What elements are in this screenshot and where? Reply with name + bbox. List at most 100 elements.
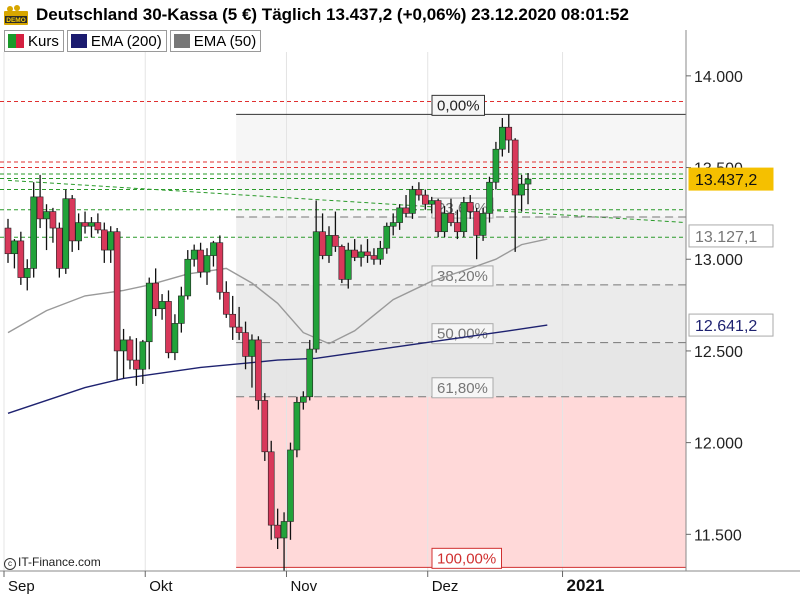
svg-text:DEMO: DEMO bbox=[6, 17, 26, 24]
y-tick-label-2: 12.500 bbox=[694, 344, 743, 361]
candle-body-71 bbox=[460, 202, 468, 233]
candle-body-53 bbox=[344, 249, 352, 280]
candle-body-37 bbox=[242, 332, 249, 357]
price-label-0: 13.437,2 bbox=[695, 172, 757, 189]
candle-body-78 bbox=[505, 126, 513, 141]
candle-body-16 bbox=[107, 231, 115, 251]
candle-body-14 bbox=[94, 222, 102, 231]
legend-label-kurs: Kurs bbox=[28, 32, 59, 50]
candle-body-81 bbox=[524, 178, 532, 185]
x-tick-label-4: 2021 bbox=[567, 576, 605, 595]
candle-body-20 bbox=[133, 359, 140, 370]
candle-body-42 bbox=[274, 524, 281, 539]
candle-body-22 bbox=[145, 282, 153, 343]
candle-body-76 bbox=[492, 148, 500, 183]
legend-label-ema200: EMA (200) bbox=[90, 32, 162, 50]
candle-body-73 bbox=[473, 211, 480, 236]
candle-body-60 bbox=[389, 222, 397, 227]
candle-body-46 bbox=[300, 396, 307, 403]
candle-body-13 bbox=[88, 222, 95, 227]
fib-label-2: 38,20% bbox=[437, 268, 488, 285]
green-trend-line bbox=[7, 179, 687, 224]
demo-badge-icon: DEMO bbox=[4, 5, 28, 25]
candle-body-21 bbox=[139, 341, 147, 370]
copyright-credit: c IT-Finance.com bbox=[4, 555, 101, 570]
ema200-swatch-icon bbox=[70, 34, 87, 48]
y-tick-label-0: 11.500 bbox=[694, 527, 742, 544]
candle-body-28 bbox=[184, 258, 192, 297]
candle-body-70 bbox=[454, 222, 461, 233]
candle-body-64 bbox=[415, 189, 423, 196]
candle-body-80 bbox=[518, 183, 525, 196]
candle-body-0 bbox=[4, 227, 12, 255]
candle-body-39 bbox=[255, 339, 262, 401]
price-label-box-2 bbox=[688, 313, 774, 337]
candle-body-7 bbox=[49, 211, 57, 229]
candle-body-44 bbox=[287, 449, 294, 522]
candle-body-9 bbox=[62, 198, 70, 269]
candle-body-51 bbox=[332, 235, 339, 247]
candle-body-1 bbox=[11, 240, 18, 255]
fib-label-box-4 bbox=[431, 377, 494, 399]
fib-label-3: 50,00% bbox=[437, 326, 488, 343]
candle-body-36 bbox=[235, 326, 243, 333]
candle-body-11 bbox=[75, 222, 82, 242]
y-tick-label-1: 12.000 bbox=[694, 436, 743, 453]
candle-body-38 bbox=[248, 339, 256, 357]
credit-text: IT-Finance.com bbox=[18, 555, 101, 569]
candle-body-35 bbox=[229, 313, 236, 328]
legend-item-kurs[interactable]: Kurs bbox=[4, 30, 64, 52]
candle-body-15 bbox=[101, 229, 108, 251]
candle-body-2 bbox=[17, 240, 25, 278]
candle-body-79 bbox=[511, 139, 519, 196]
candle-body-57 bbox=[370, 255, 378, 260]
kurs-swatch-icon bbox=[8, 34, 24, 48]
fib-label-box-2 bbox=[431, 265, 494, 287]
candle-body-56 bbox=[364, 251, 371, 256]
candle-body-48 bbox=[312, 231, 320, 350]
candle-body-77 bbox=[499, 126, 506, 150]
candle-body-74 bbox=[479, 213, 487, 236]
candle-body-47 bbox=[306, 348, 314, 398]
fib-zone-4 bbox=[236, 396, 686, 568]
candle-body-69 bbox=[447, 213, 455, 223]
candle-body-33 bbox=[216, 242, 224, 293]
chart-title: Deutschland 30-Kassa (5 €) Täglich 13.43… bbox=[36, 5, 629, 24]
candle-body-50 bbox=[325, 235, 333, 256]
fib-label-5: 100,00% bbox=[437, 550, 496, 567]
candle-body-27 bbox=[178, 295, 185, 324]
candle-body-10 bbox=[68, 198, 76, 242]
candle-body-32 bbox=[210, 242, 217, 256]
ema200-line bbox=[7, 324, 548, 414]
legend-item-ema200[interactable]: EMA (200) bbox=[66, 30, 167, 52]
candle-body-17 bbox=[113, 231, 121, 352]
legend-label-ema50: EMA (50) bbox=[193, 32, 257, 50]
y-tick-label-3: 13.000 bbox=[694, 252, 743, 269]
x-tick-label-3: Dez bbox=[432, 578, 459, 595]
x-tick-label-1: Okt bbox=[149, 578, 173, 595]
candle-body-6 bbox=[43, 211, 50, 220]
candle-body-24 bbox=[158, 301, 166, 310]
candle-body-12 bbox=[81, 222, 89, 227]
y-tick-label-5: 14.000 bbox=[694, 69, 743, 86]
candle-body-58 bbox=[377, 247, 384, 260]
candle-body-29 bbox=[190, 249, 198, 260]
candle-body-18 bbox=[120, 339, 127, 352]
x-tick-label-0: Sep bbox=[8, 578, 35, 595]
candle-body-19 bbox=[126, 339, 134, 361]
fib-label-0: 0,00% bbox=[437, 97, 480, 114]
candle-body-4 bbox=[30, 196, 37, 269]
candle-body-5 bbox=[36, 196, 44, 220]
legend-item-ema50[interactable]: EMA (50) bbox=[169, 30, 262, 52]
x-tick-label-2: Nov bbox=[290, 578, 317, 595]
candle-body-65 bbox=[421, 194, 429, 205]
price-label-1: 13.127,1 bbox=[695, 229, 757, 246]
candle-body-43 bbox=[280, 521, 288, 539]
candle-body-45 bbox=[293, 401, 301, 451]
candle-body-23 bbox=[152, 282, 159, 310]
candle-body-41 bbox=[267, 451, 275, 526]
candle-body-49 bbox=[319, 231, 326, 256]
candle-body-31 bbox=[203, 255, 211, 273]
candle-body-40 bbox=[261, 400, 269, 453]
